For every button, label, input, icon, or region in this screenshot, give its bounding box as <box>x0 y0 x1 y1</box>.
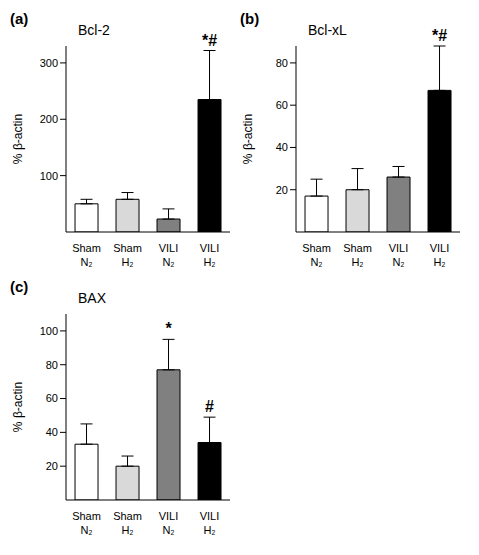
svg-text:ShamN₂: ShamN₂ <box>72 242 101 268</box>
svg-text:ShamH₂: ShamH₂ <box>113 510 142 536</box>
svg-text:20: 20 <box>276 184 288 196</box>
svg-text:*#: *# <box>202 32 217 49</box>
svg-text:ShamN₂: ShamN₂ <box>302 242 331 268</box>
html-text:(c): (c) <box>10 278 29 295</box>
svg-text:VILIN₂: VILIN₂ <box>389 242 409 268</box>
svg-text:80: 80 <box>276 57 288 69</box>
svg-text:VILIH₂: VILIH₂ <box>200 242 220 268</box>
html-text:Bcl-xL: Bcl-xL <box>308 22 347 38</box>
svg-text:80: 80 <box>46 359 58 371</box>
svg-text:100: 100 <box>40 325 58 337</box>
svg-text:ShamH₂: ShamH₂ <box>343 242 372 268</box>
html-text:(a): (a) <box>10 10 29 27</box>
svg-text:#: # <box>205 398 214 415</box>
svg-text:% β-actin: % β-actin <box>11 114 25 164</box>
svg-text:20: 20 <box>46 460 58 472</box>
svg-text:200: 200 <box>40 113 58 125</box>
svg-text:60: 60 <box>276 99 288 111</box>
svg-text:*#: *# <box>432 27 447 44</box>
svg-text:VILIH₂: VILIH₂ <box>430 242 450 268</box>
html-text:BAX: BAX <box>78 290 106 306</box>
svg-text:ShamN₂: ShamN₂ <box>72 510 101 536</box>
svg-text:300: 300 <box>40 57 58 69</box>
svg-text:% β-actin: % β-actin <box>241 114 255 164</box>
svg-text:*: * <box>165 320 172 337</box>
html-text:(b): (b) <box>240 10 260 27</box>
svg-text:VILIH₂: VILIH₂ <box>200 510 220 536</box>
svg-text:100: 100 <box>40 170 58 182</box>
svg-text:VILIN₂: VILIN₂ <box>159 510 179 536</box>
svg-text:ShamH₂: ShamH₂ <box>113 242 142 268</box>
svg-text:% β-actin: % β-actin <box>11 382 25 432</box>
svg-text:40: 40 <box>46 426 58 438</box>
html-text:Bcl-2: Bcl-2 <box>78 22 110 38</box>
svg-text:VILIN₂: VILIN₂ <box>159 242 179 268</box>
svg-text:60: 60 <box>46 392 58 404</box>
svg-text:40: 40 <box>276 141 288 153</box>
